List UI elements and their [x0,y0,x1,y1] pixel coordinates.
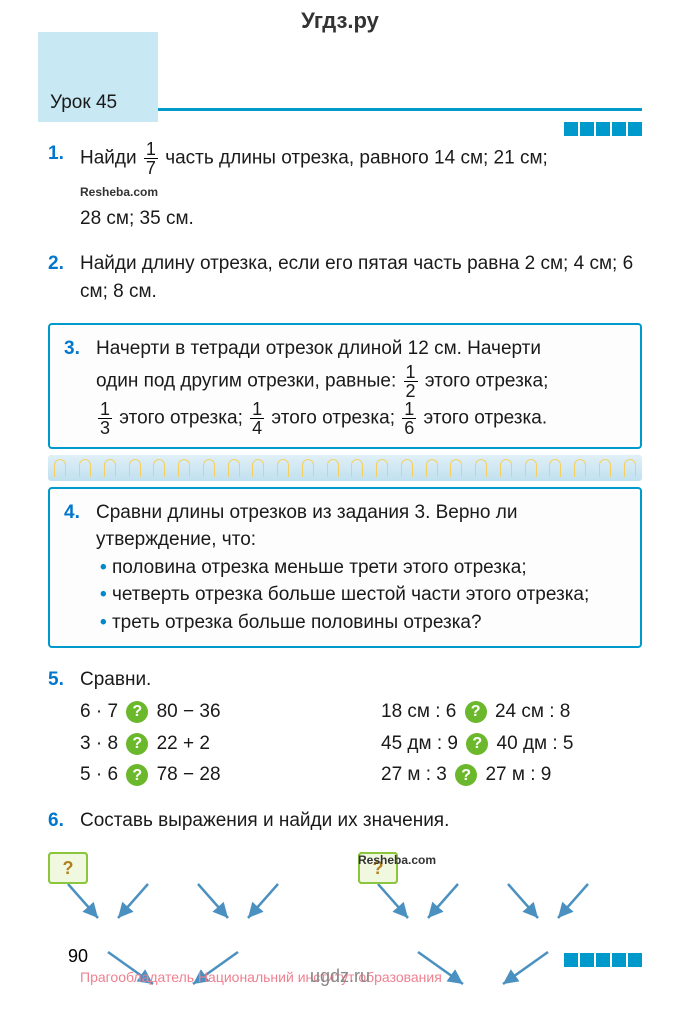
fraction: 1 7 [144,140,158,177]
task-body: Сравни. 6 · 7 ? 80 − 36 18 см : 6 ? 24 с… [80,666,642,788]
page-number: 90 [68,946,88,967]
question-circle: ? [466,733,488,755]
task-3-box: 3. Начерти в тетради отрезок длиной 12 с… [48,323,642,449]
bottom-decor-squares [564,953,642,967]
text: этого отрезка. [424,407,548,428]
expr: 3 · 8 [80,733,118,754]
bullet-item: треть отрезка больше половины отрезка? [100,609,626,637]
expr: 6 · 7 [80,701,118,722]
text: 28 см; 35 см. [80,208,194,229]
watermark-bottom: ugdz.ru [0,966,680,987]
fraction: 14 [250,400,264,437]
bullet-item: половина отрезка меньше трети этого отре… [100,554,626,582]
expression-trees: 81 : 9 60 : 10 ? · ? ? 26 + 46 90 [48,852,642,1022]
bullet-list: половина отрезка меньше трети этого отре… [96,554,626,637]
question-circle: ? [126,733,148,755]
expr: 18 см : 6 [381,701,456,722]
task-body: Найди 1 7 часть длины отрезка, равного 1… [80,140,642,232]
text: Сравни. [80,669,151,690]
expr: 5 · 6 [80,764,118,785]
text: Найди [80,148,142,169]
question-circle: ? [455,764,477,786]
compare-item: 45 дм : 9 ? 40 дм : 5 [381,730,642,758]
text: этого отрезка; [271,407,400,428]
frac-num: 1 [402,400,416,419]
top-divider [158,108,642,111]
expr: 80 − 36 [157,701,221,722]
task-number: 3. [64,335,96,437]
tree-2: 26 + 46 90 − 82 ? : ? ? Resheba.com [358,852,608,1022]
frac-den: 3 [98,419,112,437]
lesson-title-tab: Урок 45 [38,32,158,122]
spiral-divider [48,455,642,481]
compare-item: 5 · 6 ? 78 − 28 [80,761,341,789]
expr: 27 м : 9 [485,764,551,785]
task-body: Начерти в тетради отрезок длиной 12 см. … [96,335,626,437]
task-number: 1. [48,140,80,232]
fraction: 16 [402,400,416,437]
task-2: 2. Найди длину отрезка, если его пятая ч… [48,250,642,305]
expr: 45 дм : 9 [381,733,458,754]
watermark-top: Угдз.ру [0,8,680,34]
task-1: 1. Найди 1 7 часть длины отрезка, равног… [48,140,642,232]
resheba-watermark: Resheba.com [358,852,436,869]
task-6: 6. Составь выражения и найди их значения… [48,807,642,835]
bullet-item: четверть отрезка больше шестой части это… [100,581,626,609]
frac-den: 6 [402,419,416,437]
task-number: 4. [64,499,96,637]
task-4-box: 4. Сравни длины отрезков из задания 3. В… [48,487,642,649]
task-body: Составь выражения и найди их значения. [80,807,642,835]
fraction: 13 [98,400,112,437]
fraction: 12 [404,363,418,400]
text: Сравни длины отрезков из задания 3. Верн… [96,502,517,551]
text: Начерти в тетради отрезок длиной 12 см. … [96,338,541,359]
frac-num: 1 [404,363,418,382]
task-body: Сравни длины отрезков из задания 3. Верн… [96,499,626,637]
task-5: 5. Сравни. 6 · 7 ? 80 − 36 18 см : 6 ? 2… [48,666,642,788]
task-number: 2. [48,250,80,305]
question-circle: ? [126,764,148,786]
text: один под другим отрезки, равные: [96,370,402,391]
expr: 78 − 28 [157,764,221,785]
tree-1: 81 : 9 60 : 10 ? · ? ? [48,852,298,1022]
page-content: 1. Найди 1 7 часть длины отрезка, равног… [48,140,642,1022]
text: Составь выражения и найди их значения. [80,810,449,831]
task-number: 5. [48,666,80,788]
expr: 22 + 2 [157,733,210,754]
task-body: Найди длину отрезка, если его пятая част… [80,250,642,305]
text: этого отрезка; [425,370,549,391]
task-number: 6. [48,807,80,835]
question-circle: ? [465,701,487,723]
compare-grid: 6 · 7 ? 80 − 36 18 см : 6 ? 24 см : 8 3 … [80,698,642,789]
frac-den: 7 [144,159,158,177]
expr: 27 м : 3 [381,764,447,785]
frac-num: 1 [144,140,158,159]
result-box: ? [48,852,88,884]
compare-item: 6 · 7 ? 80 − 36 [80,698,341,726]
compare-item: 3 · 8 ? 22 + 2 [80,730,341,758]
question-circle: ? [126,701,148,723]
top-decor-squares [564,122,642,136]
expr: 24 см : 8 [495,701,570,722]
frac-den: 4 [250,419,264,437]
frac-den: 2 [404,382,418,400]
expr: 40 дм : 5 [497,733,574,754]
text: этого отрезка; [119,407,248,428]
compare-item: 27 м : 3 ? 27 м : 9 [381,761,642,789]
frac-num: 1 [250,400,264,419]
text: часть длины отрезка, равного 14 см; 21 с… [165,148,548,169]
compare-item: 18 см : 6 ? 24 см : 8 [381,698,642,726]
frac-num: 1 [98,400,112,419]
resheba-watermark: Resheba.com [80,185,158,199]
